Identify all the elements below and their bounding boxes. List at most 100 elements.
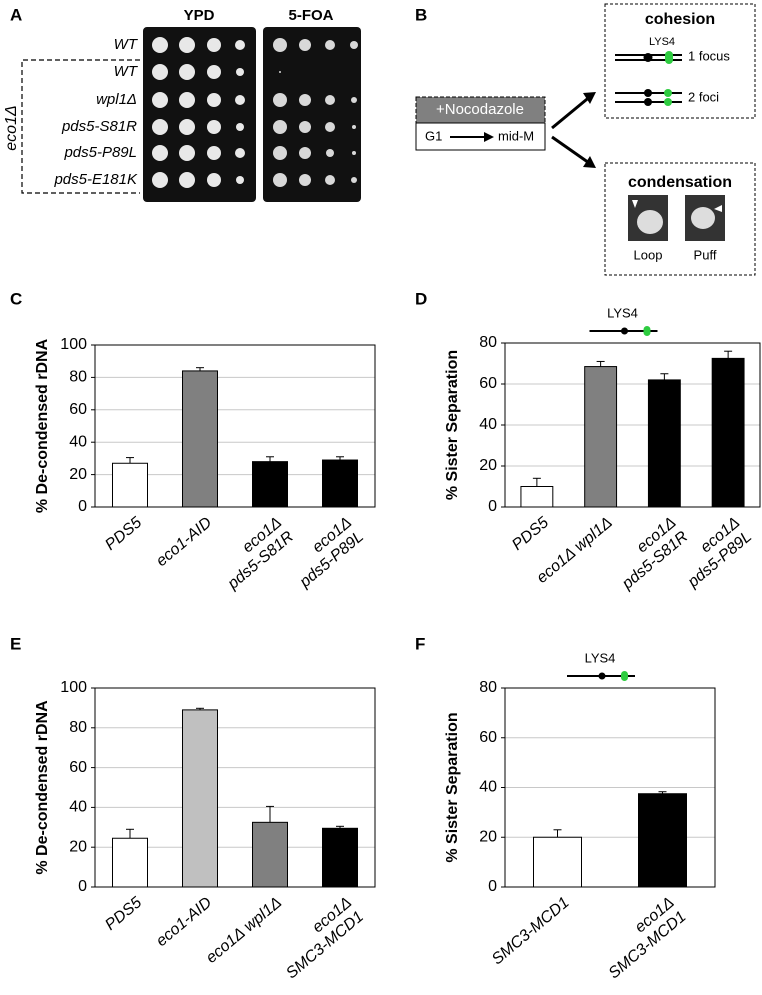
stage-to: mid-M [498, 128, 534, 143]
panel-label: A [10, 5, 22, 24]
y-tick-label: 0 [488, 878, 497, 895]
x-tick-label: eco1Δpds5-P89L [672, 514, 755, 592]
cohesion-title: cohesion [645, 11, 715, 28]
bar [112, 837, 148, 888]
bar [647, 379, 681, 508]
y-tick-label: 20 [479, 457, 497, 474]
spot [273, 120, 287, 134]
spot [179, 145, 195, 161]
locus-diagram [621, 327, 628, 335]
x-tick-label: PDS5 [509, 514, 552, 554]
spot [152, 64, 168, 80]
bar [520, 486, 554, 508]
spot [179, 92, 195, 108]
y-tick-label: 0 [488, 498, 497, 515]
spot [326, 149, 334, 157]
spot [179, 64, 195, 80]
spot [299, 94, 311, 106]
spot [207, 146, 221, 160]
locus-diagram [643, 326, 651, 336]
locus-label: LYS4 [607, 305, 638, 320]
locus: LYS4 [649, 36, 675, 48]
x-tick-label: PDS5 [102, 894, 145, 934]
spot [299, 121, 311, 133]
spot [207, 65, 221, 79]
row-labels: WT WT wpl1Δ pds5-S81R pds5-P89L pds5-E181K [53, 36, 138, 188]
bar [182, 709, 218, 888]
column-header: YPD [184, 7, 215, 24]
spot [325, 40, 335, 50]
bar [252, 821, 288, 888]
y-tick-label: 0 [78, 498, 87, 515]
spot [236, 68, 244, 76]
y-axis-label: % Sister Separation [444, 350, 461, 500]
spot [279, 71, 281, 73]
row-label: pds5-E181K [53, 171, 138, 188]
y-tick-label: 60 [69, 759, 87, 776]
spot [235, 40, 245, 50]
plate [263, 27, 361, 202]
spot [207, 120, 221, 134]
y-tick-label: 80 [69, 719, 87, 736]
plot-frame [94, 344, 376, 508]
x-tick-label: eco1Δpds5-S81R [212, 514, 297, 594]
y-tick-label: 40 [479, 416, 497, 433]
y-tick-label: 0 [78, 878, 87, 895]
panel-label: F [415, 634, 425, 653]
stage-from: G1 [425, 128, 442, 143]
group-label: eco1Δ [3, 105, 20, 150]
x-tick-label: eco1Δpds5-S81R [607, 514, 692, 594]
spot [351, 97, 357, 103]
two-foci-diagram [615, 89, 682, 106]
locus-diagram [598, 672, 606, 680]
treatment: +Nocodazole [436, 101, 524, 118]
y-tick-label: 100 [60, 679, 87, 696]
micrographs [628, 195, 725, 241]
row-label: WT [114, 63, 139, 80]
y-axis-label: % De-condensed rDNA [34, 700, 51, 875]
spot [273, 38, 287, 52]
y-tick-label: 80 [479, 679, 497, 696]
y-tick-label: 100 [60, 336, 87, 353]
panel-label: D [415, 289, 427, 308]
y-tick-label: 20 [479, 828, 497, 845]
row-label: pds5-S81R [61, 118, 137, 135]
one-focus: 1 focus [688, 48, 730, 63]
y-tick-label: 60 [479, 375, 497, 392]
one-focus-diagram [615, 51, 682, 64]
branch-arrows [551, 93, 593, 167]
bar [584, 366, 618, 508]
spot [273, 173, 287, 187]
plot-frame [94, 687, 376, 888]
condensation-title: condensation [628, 174, 732, 191]
bar [638, 793, 687, 888]
row-label: WT [114, 36, 139, 53]
spot [207, 93, 221, 107]
row-label: wpl1Δ [96, 91, 137, 108]
spot [236, 176, 244, 184]
y-tick-label: 60 [479, 729, 497, 746]
x-tick-label: PDS5 [102, 514, 145, 554]
locus-diagram [621, 671, 628, 681]
column-header: 5-FOA [289, 7, 334, 24]
spot [152, 92, 168, 108]
panel-label: E [10, 634, 21, 653]
panel-label: C [10, 289, 22, 308]
spot [235, 148, 245, 158]
bracket [21, 59, 140, 194]
spot [325, 175, 335, 185]
puff-label: Puff [694, 247, 717, 262]
y-tick-label: 60 [69, 401, 87, 418]
spot [179, 119, 195, 135]
y-tick-label: 40 [69, 799, 87, 816]
x-tick-label: eco1-AID [153, 894, 215, 950]
x-tick-label: eco1-AID [153, 514, 215, 570]
spot [299, 147, 311, 159]
y-axis-label: % De-condensed rDNA [34, 338, 51, 513]
panel-label: B [415, 5, 427, 24]
spot [235, 95, 245, 105]
arrow-head [484, 132, 494, 142]
loop-label: Loop [634, 247, 663, 262]
y-tick-label: 40 [479, 779, 497, 796]
